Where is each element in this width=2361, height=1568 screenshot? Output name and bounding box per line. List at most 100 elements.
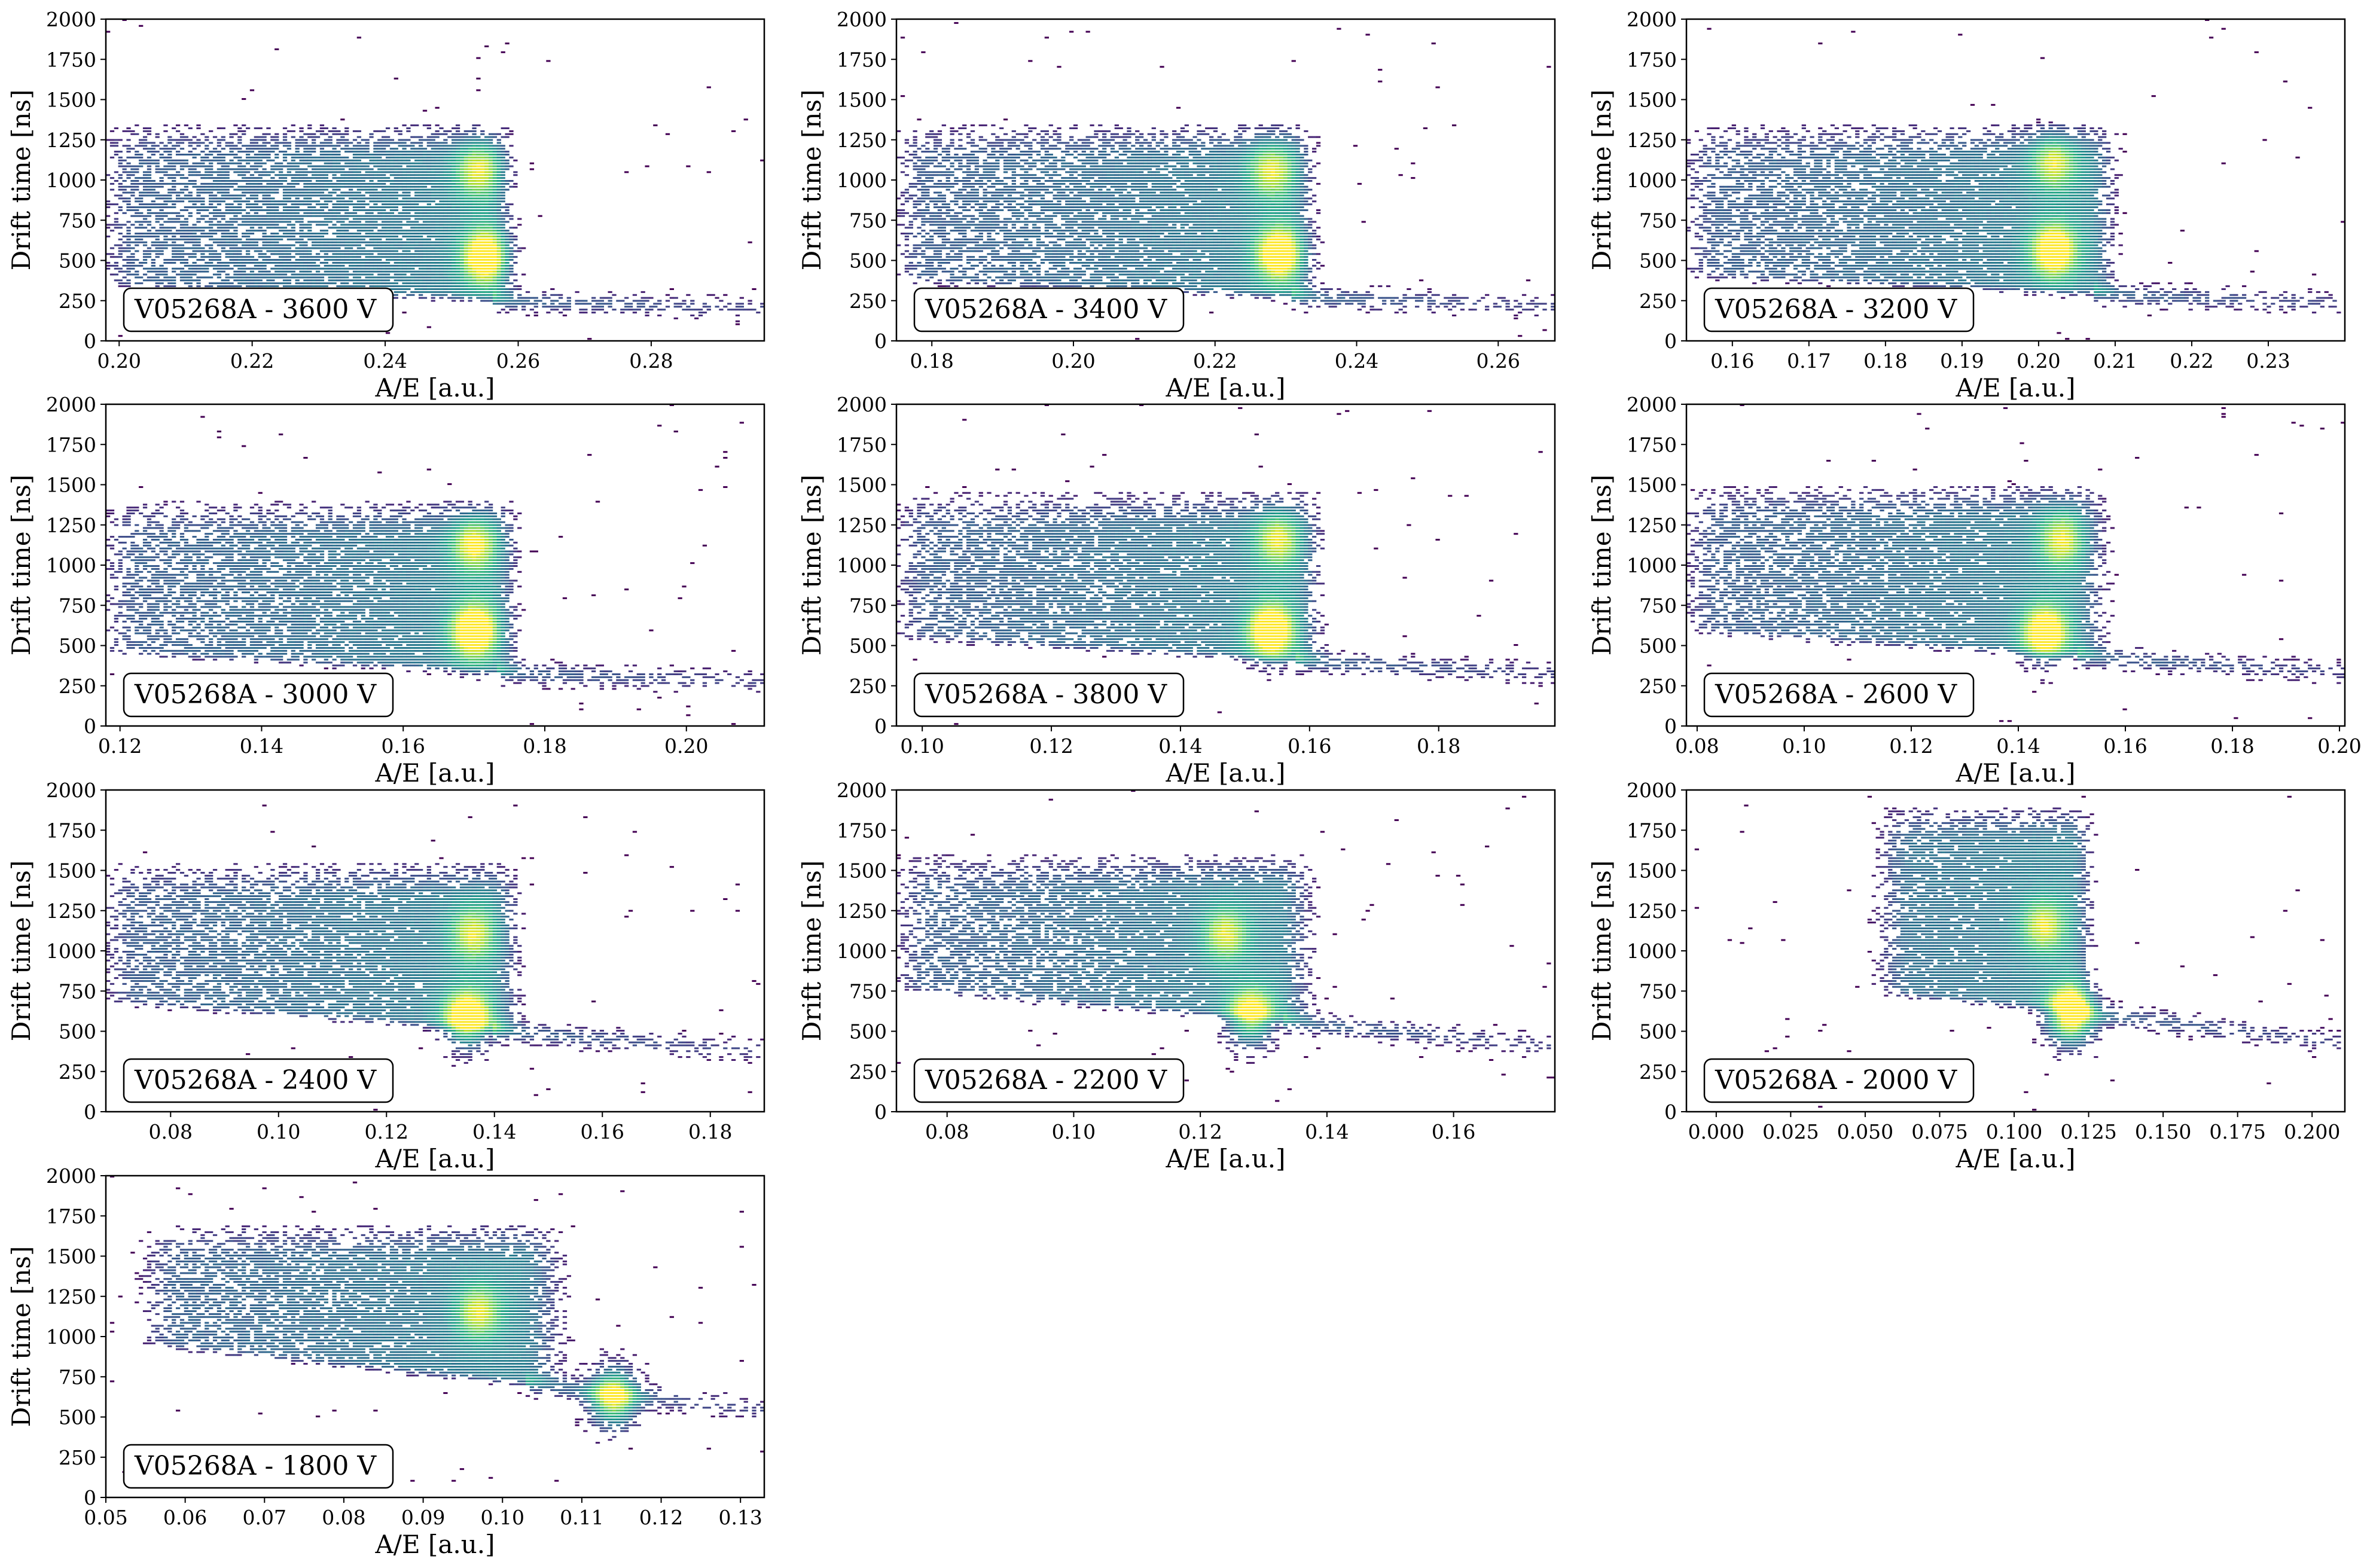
heatmap-cell xyxy=(456,262,460,264)
heatmap-cell xyxy=(443,189,447,191)
heatmap-cell xyxy=(303,177,307,179)
heatmap-cell xyxy=(250,268,254,270)
heatmap-cell xyxy=(274,282,279,284)
heatmap-cell xyxy=(143,142,147,144)
heatmap-cell xyxy=(361,166,365,167)
heatmap-cell xyxy=(468,136,472,138)
heatmap-cell xyxy=(283,160,287,161)
heatmap-cell xyxy=(414,209,419,211)
heatmap-cell xyxy=(258,160,263,161)
heatmap-cell xyxy=(447,180,452,182)
heatmap-cell xyxy=(340,242,344,243)
heatmap-cell xyxy=(431,136,435,138)
heatmap-cell xyxy=(382,209,386,211)
heatmap-cell xyxy=(172,145,176,147)
heatmap-cell xyxy=(200,268,205,270)
heatmap-cell xyxy=(501,230,505,231)
heatmap-cell xyxy=(250,192,254,194)
heatmap-cell xyxy=(270,282,274,284)
heatmap-cell xyxy=(344,215,349,217)
heatmap-cell xyxy=(382,233,386,234)
heatmap-cell xyxy=(344,218,349,220)
heatmap-cell xyxy=(390,186,394,188)
heatmap-cell xyxy=(254,197,258,199)
y-tick-label: 1000 xyxy=(46,169,96,192)
heatmap-cell xyxy=(110,265,114,267)
heatmap-cell xyxy=(336,142,340,144)
heatmap-cell xyxy=(307,151,312,152)
heatmap-cell xyxy=(464,233,468,234)
heatmap-cell xyxy=(513,160,517,161)
heatmap-cell xyxy=(242,268,246,270)
heatmap-cell xyxy=(1192,294,1197,296)
heatmap-cell xyxy=(312,142,316,144)
heatmap-cell xyxy=(386,253,390,255)
heatmap-cell xyxy=(620,300,624,302)
heatmap-cell xyxy=(135,245,139,246)
heatmap-cell xyxy=(262,157,266,158)
heatmap-cell xyxy=(287,224,291,225)
heatmap-cell xyxy=(254,265,258,267)
heatmap-cell xyxy=(340,285,344,287)
heatmap-cell xyxy=(509,306,513,307)
heatmap-cell xyxy=(328,215,333,217)
heatmap-cell xyxy=(414,136,419,138)
heatmap-cell xyxy=(456,253,460,255)
heatmap-cell xyxy=(419,256,423,258)
heatmap-cell xyxy=(505,306,509,307)
heatmap-cell xyxy=(1444,306,1448,307)
heatmap-cell xyxy=(1345,291,1349,293)
heatmap-cell xyxy=(307,127,312,129)
heatmap-cell xyxy=(575,291,579,293)
heatmap-cell xyxy=(184,259,188,261)
heatmap-cell xyxy=(377,154,382,155)
heatmap-cell xyxy=(163,157,167,158)
heatmap-cell xyxy=(398,227,402,228)
heatmap-cell xyxy=(307,180,312,182)
heatmap-cell xyxy=(427,245,431,246)
heatmap-cell xyxy=(493,148,497,150)
heatmap-cell xyxy=(233,171,237,173)
heatmap-cell xyxy=(1226,294,1230,296)
heatmap-cell xyxy=(645,300,649,302)
heatmap-cell xyxy=(283,218,287,220)
heatmap-cell xyxy=(270,224,274,225)
heatmap-cell xyxy=(303,168,307,170)
heatmap-cell xyxy=(382,262,386,264)
heatmap-cell xyxy=(468,262,472,264)
heatmap-cell xyxy=(373,142,377,144)
heatmap-cell xyxy=(357,262,361,264)
heatmap-cell xyxy=(1325,297,1329,299)
heatmap-cell xyxy=(678,306,682,307)
heatmap-cell xyxy=(489,145,493,147)
heatmap-cell xyxy=(369,177,373,179)
heatmap-cell xyxy=(443,139,447,141)
heatmap-cell xyxy=(205,271,209,273)
heatmap-cell xyxy=(452,250,456,252)
heatmap-cell xyxy=(476,209,480,211)
heatmap-cell xyxy=(209,212,213,214)
heatmap-cell xyxy=(336,177,340,179)
heatmap-cell xyxy=(439,233,443,234)
heatmap-cell xyxy=(439,282,443,284)
heatmap-cell xyxy=(423,247,427,249)
heatmap-cell xyxy=(324,151,328,152)
heatmap-cell xyxy=(460,279,464,281)
heatmap-cell xyxy=(262,218,266,220)
heatmap-cell xyxy=(419,183,423,185)
heatmap-cell xyxy=(600,300,604,302)
heatmap-cell xyxy=(1407,288,1411,290)
heatmap-cell xyxy=(151,194,155,196)
heatmap-cell xyxy=(139,160,143,161)
heatmap-cell xyxy=(229,247,233,249)
heatmap-cell xyxy=(172,245,176,246)
heatmap-cell xyxy=(258,268,263,270)
heatmap-cell xyxy=(402,236,406,237)
heatmap-cell xyxy=(414,189,419,191)
heatmap-cell xyxy=(287,218,291,220)
heatmap-cell xyxy=(361,227,365,228)
heatmap-cell xyxy=(196,209,200,211)
heatmap-cell xyxy=(476,227,480,228)
heatmap-cell xyxy=(151,148,155,150)
heatmap-cell xyxy=(377,157,382,158)
